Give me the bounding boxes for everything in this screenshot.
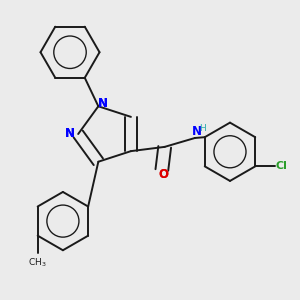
Text: N: N (65, 127, 75, 140)
Text: O: O (158, 168, 168, 181)
Text: O: O (158, 168, 168, 181)
Text: O: O (158, 168, 168, 181)
Text: N: N (98, 97, 108, 110)
Text: N: N (98, 97, 108, 110)
Text: N: N (65, 127, 75, 140)
Text: N: N (98, 97, 108, 110)
Text: CH$_3$: CH$_3$ (28, 256, 47, 269)
Text: N: N (65, 127, 75, 140)
Text: Cl: Cl (275, 161, 287, 171)
Text: N: N (192, 125, 202, 138)
Text: H: H (200, 124, 206, 133)
